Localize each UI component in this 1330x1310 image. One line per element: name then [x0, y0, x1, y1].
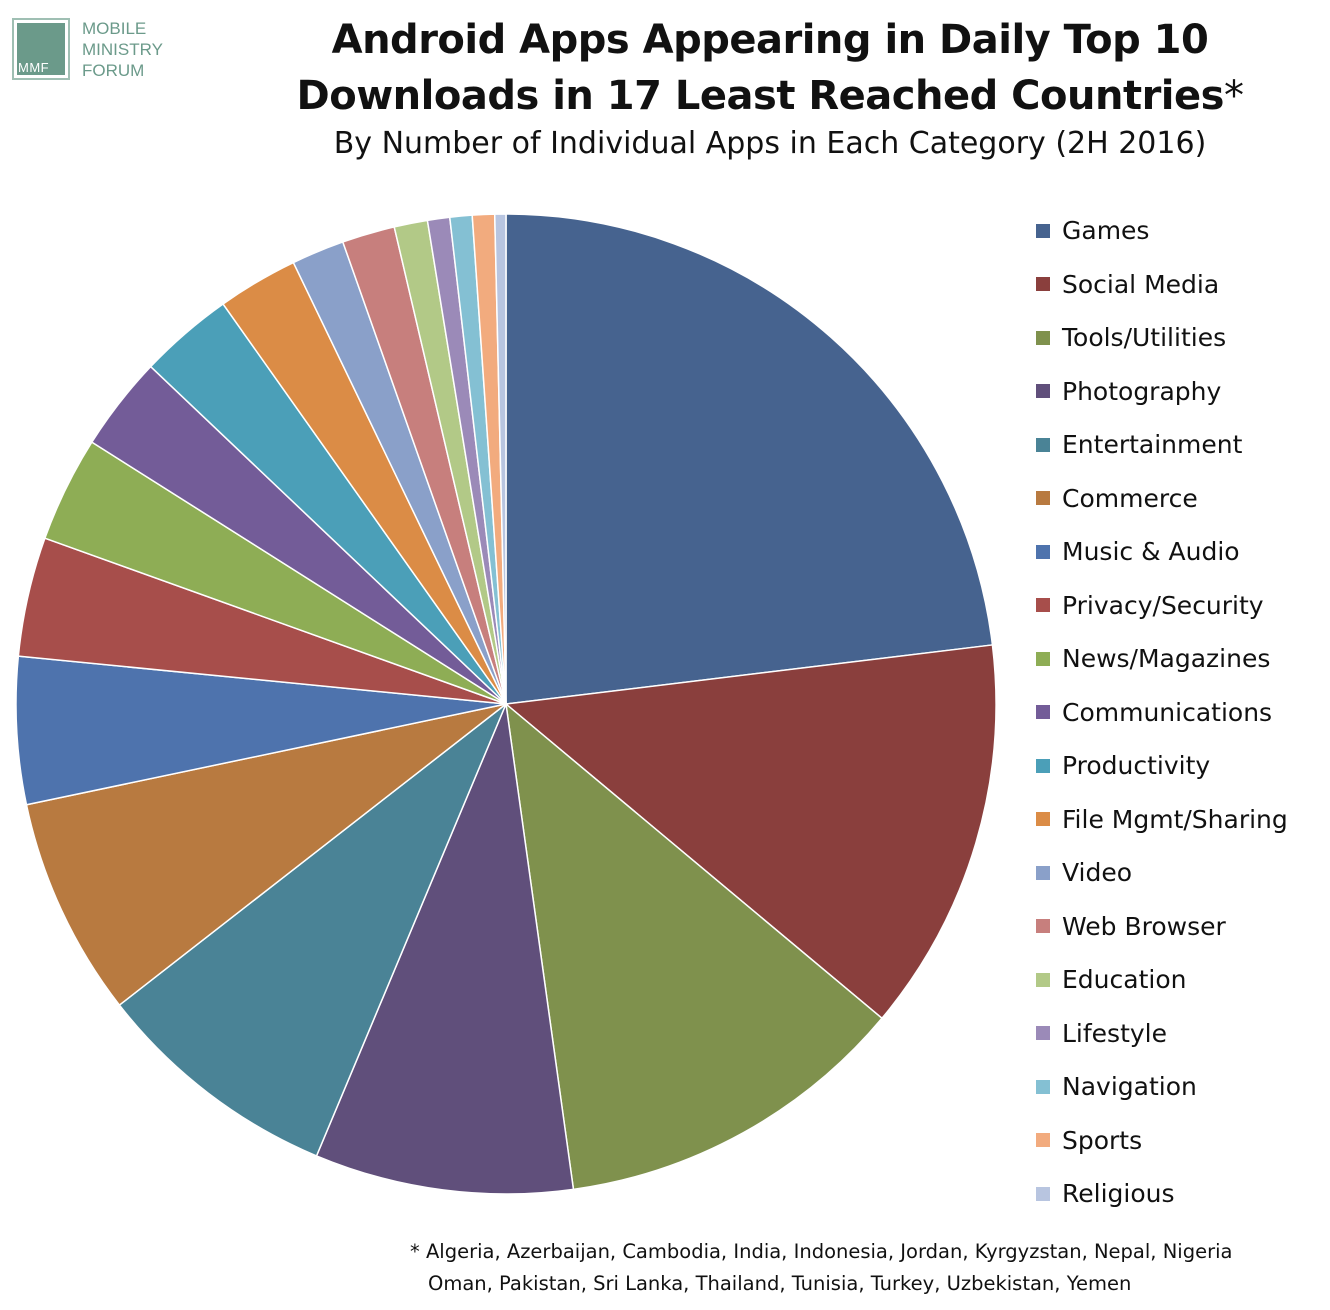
legend-label-navigation: Navigation [1062, 1072, 1197, 1102]
pie-slices [15, 213, 997, 1195]
legend-swatch-commerce [1036, 491, 1050, 506]
legend-label-tools-utilities: Tools/Utilities [1062, 323, 1227, 353]
chart-title-line-1: Android Apps Appearing in Daily Top 10 [331, 17, 1209, 63]
pie-slice-tools-utilities [505, 703, 883, 1191]
legend-swatch-religious [1036, 1186, 1050, 1201]
legend-label-photography: Photography [1062, 376, 1222, 406]
legend-item-games: Games [1036, 204, 1326, 258]
legend-label-education: Education [1062, 965, 1187, 995]
legend-item-news-magazines: News/Magazines [1036, 632, 1326, 686]
legend-item-file-mgmt-sharing: File Mgmt/Sharing [1036, 793, 1326, 847]
legend-label-privacy-security: Privacy/Security [1062, 590, 1264, 620]
legend-swatch-privacy-security [1036, 598, 1050, 613]
pie-chart [15, 213, 997, 1195]
legend-label-commerce: Commerce [1062, 483, 1198, 513]
pie-slice-religious [493, 213, 507, 705]
chart-subtitle: By Number of Individual Apps in Each Cat… [333, 126, 1207, 161]
legend-item-photography: Photography [1036, 365, 1326, 419]
legend-label-music-audio: Music & Audio [1062, 537, 1240, 567]
legend-item-commerce: Commerce [1036, 472, 1326, 526]
legend-item-tools-utilities: Tools/Utilities [1036, 311, 1326, 365]
legend-item-music-audio: Music & Audio [1036, 525, 1326, 579]
logo-line-3: FORUM [82, 61, 145, 80]
legend-swatch-photography [1036, 384, 1050, 399]
legend-label-sports: Sports [1062, 1125, 1143, 1155]
legend-label-video: Video [1062, 858, 1133, 888]
legend-label-lifestyle: Lifestyle [1062, 1018, 1168, 1048]
legend-item-entertainment: Entertainment [1036, 418, 1326, 472]
legend-label-social-media: Social Media [1062, 269, 1220, 299]
legend-item-web-browser: Web Browser [1036, 900, 1326, 954]
chart-title-line-2: Downloads in 17 Least Reached Countries [296, 73, 1225, 119]
legend-swatch-navigation [1036, 1079, 1050, 1094]
mmf-logo: MMF MOBILE MINISTRY FORUM [12, 18, 192, 88]
legend-label-entertainment: Entertainment [1062, 430, 1243, 460]
pie-slice-entertainment [118, 703, 507, 1157]
legend-swatch-education [1036, 972, 1050, 987]
legend-swatch-sports [1036, 1133, 1050, 1148]
legend-item-navigation: Navigation [1036, 1060, 1326, 1114]
footnote: * Algeria, Azerbaijan, Cambodia, India, … [410, 1236, 1232, 1300]
legend-label-games: Games [1062, 216, 1150, 246]
legend-item-privacy-security: Privacy/Security [1036, 579, 1326, 633]
legend-item-lifestyle: Lifestyle [1036, 1007, 1326, 1061]
logo-line-2: MINISTRY [82, 40, 163, 59]
legend-swatch-entertainment [1036, 437, 1050, 452]
legend-item-productivity: Productivity [1036, 739, 1326, 793]
legend-label-file-mgmt-sharing: File Mgmt/Sharing [1062, 804, 1288, 834]
legend-swatch-social-media [1036, 277, 1050, 292]
legend-swatch-tools-utilities [1036, 330, 1050, 345]
legend-label-religious: Religious [1062, 1179, 1175, 1209]
legend-item-social-media: Social Media [1036, 258, 1326, 312]
legend-swatch-news-magazines [1036, 651, 1050, 666]
legend-swatch-productivity [1036, 758, 1050, 773]
legend-label-news-magazines: News/Magazines [1062, 644, 1271, 674]
legend-label-productivity: Productivity [1062, 751, 1211, 781]
footnote-line-2: Oman, Pakistan, Sri Lanka, Thailand, Tun… [428, 1272, 1132, 1295]
legend-swatch-games [1036, 223, 1050, 238]
legend-swatch-video [1036, 865, 1050, 880]
legend-label-communications: Communications [1062, 697, 1273, 727]
footnote-line-1: * Algeria, Azerbaijan, Cambodia, India, … [410, 1240, 1233, 1263]
chart-header: Android Apps Appearing in Daily Top 10 D… [215, 12, 1325, 164]
logo-line-1: MOBILE [82, 19, 147, 38]
legend-item-communications: Communications [1036, 686, 1326, 740]
legend-swatch-music-audio [1036, 544, 1050, 559]
chart-title: Android Apps Appearing in Daily Top 10 D… [215, 12, 1325, 124]
mmf-logo-wordmark: MOBILE MINISTRY FORUM [82, 18, 163, 81]
pie-slice-music-audio [15, 655, 507, 806]
chart-legend: Games Social Media Tools/Utilities Photogra… [1036, 204, 1326, 1221]
legend-item-education: Education [1036, 953, 1326, 1007]
pie-slice-commerce [25, 703, 507, 1006]
legend-item-sports: Sports [1036, 1114, 1326, 1168]
mmf-logo-mark: MMF [12, 18, 70, 80]
legend-swatch-web-browser [1036, 919, 1050, 934]
mmf-logo-mark-text: MMF [18, 60, 50, 75]
pie-slice-photography [315, 703, 575, 1195]
legend-item-religious: Religious [1036, 1167, 1326, 1221]
chart-title-asterisk: * [1223, 73, 1244, 119]
legend-item-video: Video [1036, 846, 1326, 900]
legend-swatch-lifestyle [1036, 1026, 1050, 1041]
legend-label-web-browser: Web Browser [1062, 911, 1226, 941]
pie-slice-social-media [505, 644, 997, 1019]
legend-swatch-file-mgmt-sharing [1036, 812, 1050, 827]
legend-swatch-communications [1036, 705, 1050, 720]
pie-slice-games [505, 213, 994, 705]
